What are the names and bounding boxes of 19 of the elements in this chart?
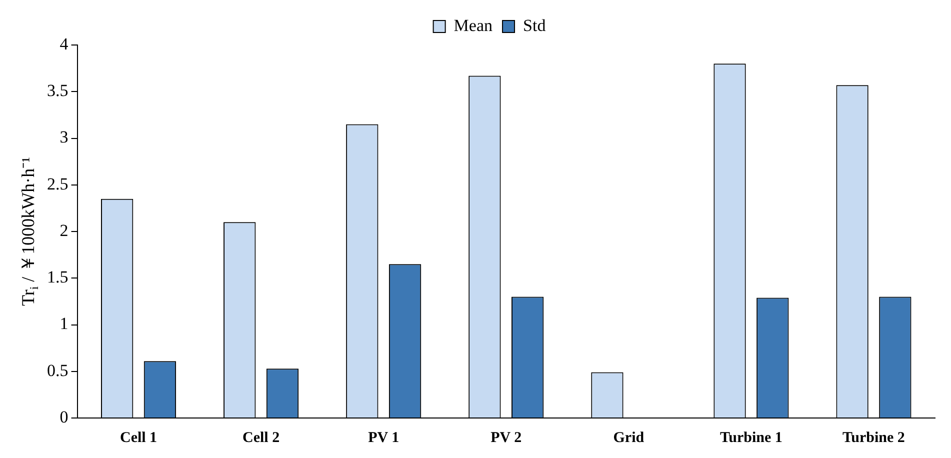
y-tick-label: 1.5 xyxy=(47,268,68,287)
x-tick-label: Turbine 1 xyxy=(720,430,782,446)
legend-label: Std xyxy=(523,16,546,35)
x-tick-label: Cell 1 xyxy=(120,430,158,446)
x-tick-label: Turbine 2 xyxy=(842,430,905,446)
y-tick-label: 4 xyxy=(60,34,69,54)
y-tick-label: 0 xyxy=(60,407,68,426)
x-tick-label: Grid xyxy=(613,430,645,446)
y-tick-label: 2 xyxy=(60,220,68,240)
y-tick-label: 0.5 xyxy=(47,360,68,380)
x-tick-label: PV 2 xyxy=(490,430,522,446)
legend-label: Mean xyxy=(454,16,494,35)
y-tick-label: 1 xyxy=(60,314,68,334)
x-tick-label: PV 1 xyxy=(368,430,400,446)
y-tick-label: 3.5 xyxy=(47,81,68,100)
y-tick-label: 2.5 xyxy=(47,174,68,194)
y-axis-title: Tri / ￥1000kWh·h⁻¹ xyxy=(18,156,41,306)
y-tick-label: 3 xyxy=(60,128,68,147)
x-tick-label: Cell 2 xyxy=(242,430,280,446)
